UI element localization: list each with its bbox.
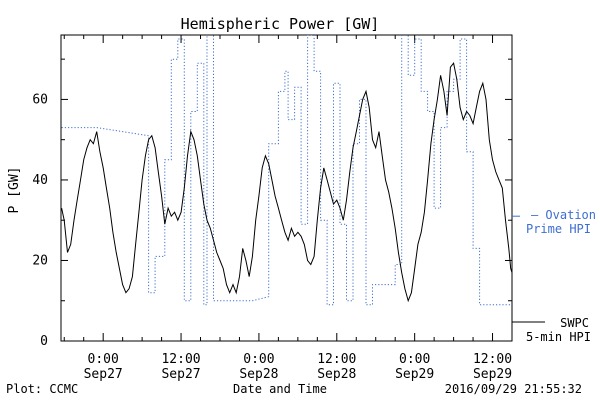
footer-plot-credit: Plot: CCMC (6, 382, 78, 396)
x-tick-date: Sep28 (239, 367, 278, 382)
x-tick-time: 0:00 (243, 352, 274, 367)
series-line-swpc (61, 62, 512, 303)
x-tick-time: 12:00 (473, 352, 512, 367)
x-tick-date: Sep29 (395, 367, 434, 382)
x-tick-time: 12:00 (161, 352, 200, 367)
footer-timestamp: 2016/09/29 21:55:32 (445, 382, 582, 396)
legend-ovation-line1: — Ovation (531, 208, 596, 222)
y-tick-label: 0 (40, 334, 48, 349)
plot-area: 02040600:00Sep2712:00Sep270:00Sep2812:00… (32, 34, 513, 382)
chart-title: Hemispheric Power [GW] (181, 15, 380, 33)
y-tick-label: 40 (32, 173, 48, 188)
y-tick-label: 20 (32, 253, 48, 268)
legend-ovation-line2: Prime HPI (526, 222, 591, 236)
x-tick-time: 0:00 (399, 352, 430, 367)
x-tick-date: Sep29 (473, 367, 512, 382)
y-tick-label: 60 (32, 92, 48, 107)
legend-swpc-line2: 5-min HPI (526, 330, 591, 344)
x-tick-time: 12:00 (317, 352, 356, 367)
x-tick-date: Sep27 (84, 367, 123, 382)
y-axis-label: P [GW] (7, 167, 22, 214)
series-line-ovation-prime (61, 35, 512, 306)
x-axis-label: Date and Time (233, 382, 327, 396)
x-tick-date: Sep27 (161, 367, 200, 382)
legend-swpc-line1: SWPC (560, 316, 589, 330)
x-tick-time: 0:00 (88, 352, 119, 367)
x-tick-date: Sep28 (317, 367, 356, 382)
plot-frame (60, 34, 513, 342)
